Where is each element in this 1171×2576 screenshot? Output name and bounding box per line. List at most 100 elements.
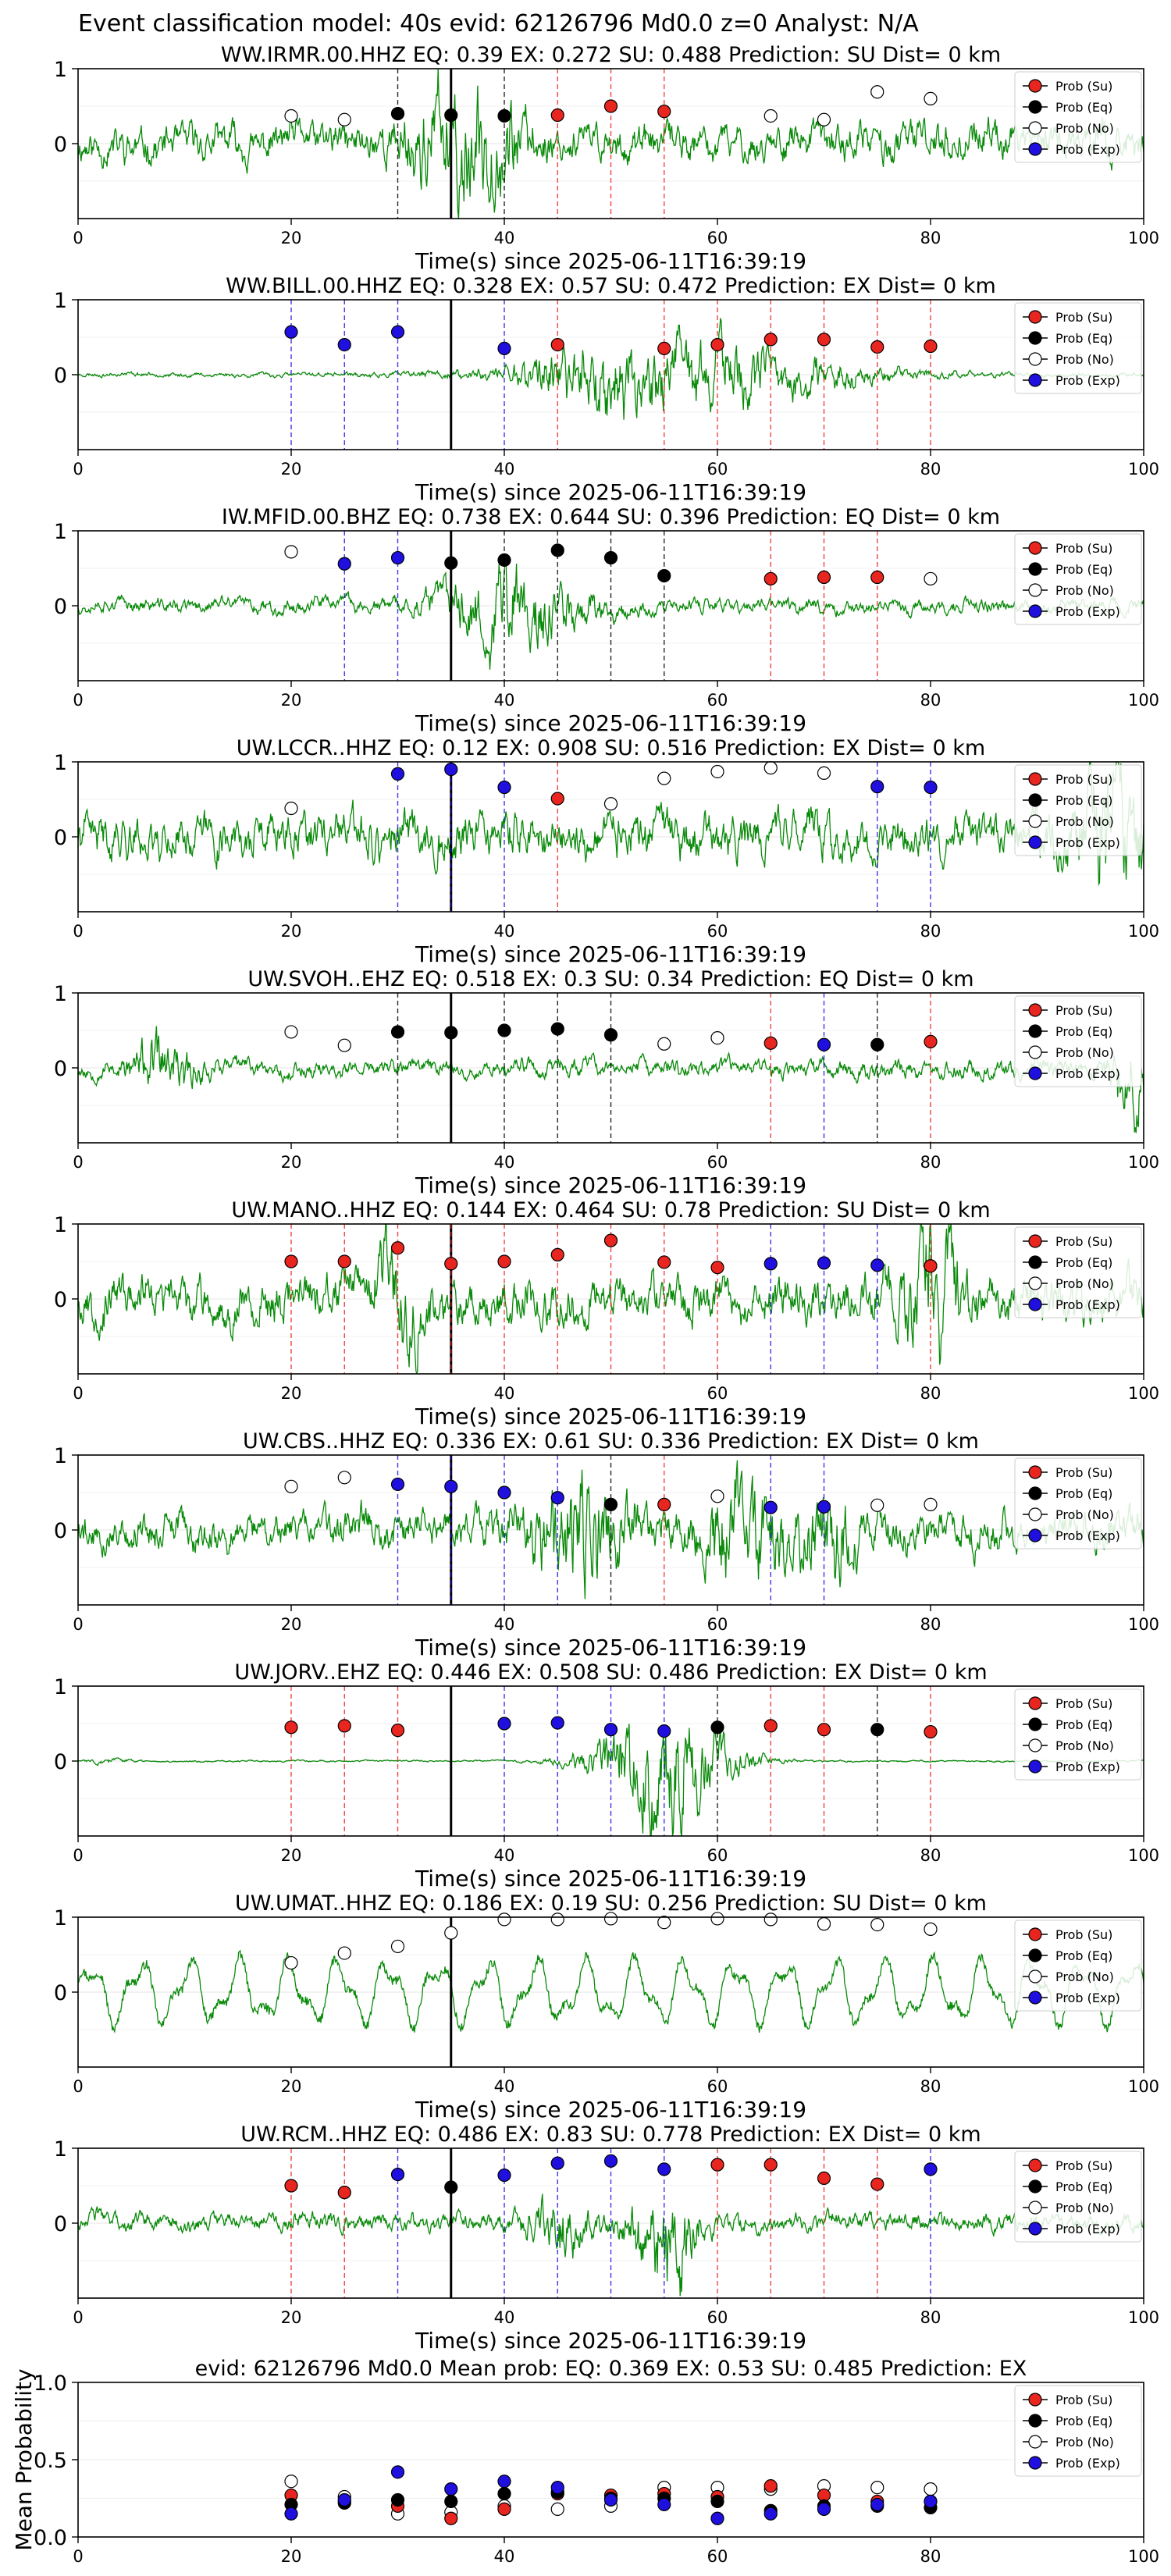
x-tick-label: 0 (73, 1384, 83, 1403)
legend-label: Prob (No) (1055, 352, 1114, 367)
legend-label: Prob (No) (1055, 814, 1114, 829)
prob-point (657, 1724, 671, 1738)
prob-point (497, 1254, 511, 1268)
legend-marker (1028, 1003, 1042, 1017)
x-tick-label: 40 (494, 229, 515, 247)
prob-point (657, 1916, 671, 1930)
station-panel: UW.RCM..HHZ EQ: 0.486 EX: 0.83 SU: 0.778… (54, 2122, 1159, 2354)
x-tick-label: 80 (920, 460, 941, 479)
legend-marker (1028, 2393, 1042, 2407)
x-tick-label: 40 (494, 460, 515, 479)
legend-label: Prob (Su) (1055, 1003, 1112, 1018)
x-tick-label: 40 (494, 1615, 515, 1634)
legend-label: Prob (Su) (1055, 1696, 1112, 1711)
prob-point (657, 2162, 671, 2176)
prob-point (444, 1026, 458, 1040)
prob-point (550, 543, 564, 557)
legend-marker (1028, 2158, 1042, 2172)
legend-label: Prob (No) (1055, 1507, 1114, 1522)
x-tick-label: 20 (281, 1384, 302, 1403)
legend-label: Prob (Su) (1055, 541, 1112, 556)
prob-point (337, 1471, 351, 1485)
x-tick-label: 100 (1128, 2308, 1159, 2327)
y-tick-label: 0 (54, 2212, 67, 2236)
prob-point (924, 781, 938, 795)
prob-point (817, 333, 831, 347)
x-axis-label: Time(s) since 2025-06-11T16:39:19 (415, 1404, 806, 1429)
legend-label: Prob (Su) (1055, 1234, 1112, 1249)
legend-marker (1028, 142, 1042, 156)
x-axis-label: Time(s) since 2025-06-11T16:39:19 (415, 710, 806, 736)
prob-point (337, 1946, 351, 1960)
legend-label: Prob (Su) (1055, 2393, 1112, 2407)
legend-label: Prob (Exp) (1055, 1528, 1120, 1543)
x-tick-label: 0 (73, 2308, 83, 2327)
legend-box (1014, 764, 1142, 856)
y-tick-label: 1 (54, 751, 67, 775)
panel-title: WW.IRMR.00.HHZ EQ: 0.39 EX: 0.272 SU: 0.… (221, 43, 1001, 67)
legend-marker (1028, 1991, 1042, 2005)
legend-marker (1028, 1066, 1042, 1080)
prob-point (444, 556, 458, 570)
legend-marker (1028, 1297, 1042, 1311)
legend-marker (1028, 2456, 1042, 2470)
prob-point (763, 1036, 778, 1050)
legend-label: Prob (Su) (1055, 2158, 1112, 2173)
x-tick-label: 40 (494, 2308, 515, 2327)
x-tick-label: 40 (494, 1846, 515, 1865)
legend-box (1014, 2385, 1142, 2477)
prob-point (337, 112, 351, 126)
x-tick-label: 0 (73, 922, 83, 941)
prob-point (710, 1261, 724, 1275)
panel-title: IW.MFID.00.BHZ EQ: 0.738 EX: 0.644 SU: 0… (222, 505, 1000, 529)
prob-point (497, 2168, 511, 2183)
x-tick-label: 0 (73, 460, 83, 479)
legend-label: Prob (Su) (1055, 310, 1112, 325)
prob-point (817, 2171, 831, 2185)
y-tick-label: 0.0 (34, 2526, 67, 2550)
station-panel: UW.JORV..EHZ EQ: 0.446 EX: 0.508 SU: 0.4… (54, 1660, 1159, 1891)
x-tick-label: 40 (494, 1384, 515, 1403)
x-tick-label: 20 (281, 922, 302, 941)
legend-label: Prob (No) (1055, 1045, 1114, 1060)
prob-point (444, 1479, 458, 1493)
x-tick-label: 20 (281, 2077, 302, 2096)
legend-marker (1028, 1255, 1042, 1269)
legend-label: Prob (Eq) (1055, 793, 1112, 808)
prob-point (657, 771, 671, 785)
legend-label: Prob (Exp) (1055, 373, 1120, 388)
legend-label: Prob (Eq) (1055, 2179, 1112, 2194)
mean-prob-point (710, 2494, 724, 2509)
prob-point (924, 339, 938, 354)
x-tick-label: 60 (707, 2547, 728, 2566)
x-tick-label: 100 (1128, 229, 1159, 247)
legend-marker (1028, 1969, 1042, 1984)
prob-point (870, 780, 884, 794)
prob-point (924, 1497, 938, 1511)
mean-prob-point (284, 2507, 298, 2521)
legend-label: Prob (Exp) (1055, 604, 1120, 619)
x-tick-label: 20 (281, 1153, 302, 1172)
x-axis-label: Time(s) since 2025-06-11T16:39:19 (415, 1172, 806, 1198)
prob-point (817, 1500, 831, 1514)
prob-point (763, 1912, 778, 1927)
x-tick-label: 0 (73, 1846, 83, 1865)
y-tick-label: 1 (54, 520, 67, 544)
legend-label: Prob (No) (1055, 1969, 1114, 1984)
x-tick-label: 100 (1128, 1615, 1159, 1634)
legend-box (1014, 71, 1142, 163)
prob-point (603, 1723, 618, 1737)
x-tick-label: 100 (1128, 460, 1159, 479)
prob-point (284, 109, 298, 123)
legend-marker (1028, 1528, 1042, 1542)
y-tick-label: 0 (54, 364, 67, 388)
legend-label: Prob (No) (1055, 2201, 1114, 2215)
x-tick-label: 60 (707, 2308, 728, 2327)
y-tick-label: 0 (54, 1519, 67, 1543)
legend-label: Prob (Exp) (1055, 1297, 1120, 1312)
panel-title: UW.RCM..HHZ EQ: 0.486 EX: 0.83 SU: 0.778… (240, 2122, 981, 2147)
x-tick-label: 0 (73, 691, 83, 710)
x-tick-label: 60 (707, 460, 728, 479)
x-tick-label: 100 (1128, 691, 1159, 710)
